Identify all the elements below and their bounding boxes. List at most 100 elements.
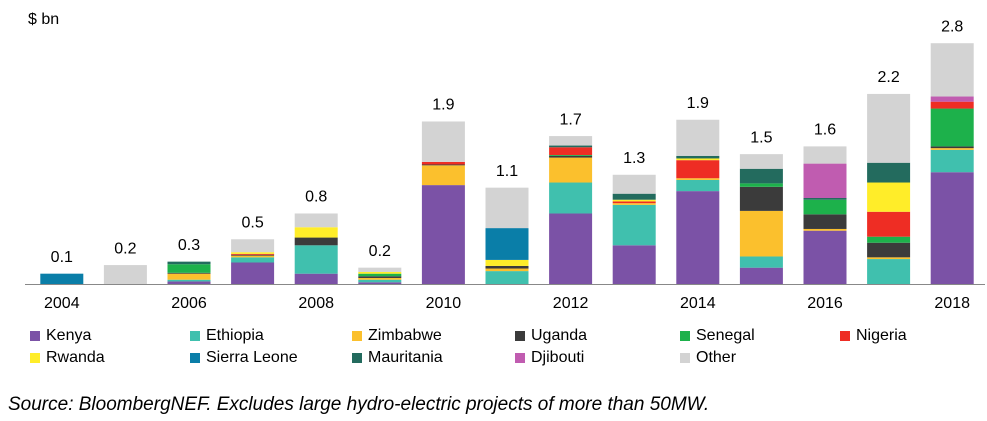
bar-segment: [612, 245, 656, 284]
legend-swatch: [352, 331, 362, 341]
bar-segment: [549, 213, 593, 284]
bar-segment: [421, 121, 465, 162]
bar-segment: [867, 93, 911, 163]
legend-swatch: [680, 353, 690, 363]
x-tick-label: 2004: [44, 295, 80, 312]
bar-segment: [739, 183, 783, 187]
bar-segment: [358, 267, 402, 272]
bar-segment: [103, 265, 147, 284]
bar-segment: [231, 252, 275, 254]
legend-swatch: [30, 331, 40, 341]
bar-segment: [167, 279, 211, 282]
bar-segment: [867, 257, 911, 260]
bar-segment: [930, 108, 974, 147]
bar-segment: [676, 160, 720, 179]
bar-segment: [167, 272, 211, 274]
bar-segment: [676, 178, 720, 180]
bar-segment: [485, 265, 529, 269]
bar-segment: [803, 228, 847, 231]
legend-swatch: [190, 353, 200, 363]
bar-segment: [549, 157, 593, 183]
legend-swatch: [352, 353, 362, 363]
x-tick-label: 2016: [807, 295, 843, 312]
bar-segment: [485, 228, 529, 260]
bar-segment: [930, 96, 974, 102]
total-label: 0.5: [241, 214, 263, 231]
bar-segment: [549, 182, 593, 214]
legend-label: Zimbabwe: [368, 327, 442, 344]
bar-segment: [612, 201, 656, 204]
bar-segment: [231, 253, 275, 255]
bar-segment: [421, 164, 465, 166]
bar-segment: [803, 199, 847, 215]
bar-segment: [549, 155, 593, 156]
legend-label: Sierra Leone: [206, 349, 298, 366]
legend-swatch: [515, 331, 525, 341]
bar-segment: [421, 165, 465, 186]
bar-segment: [549, 145, 593, 148]
bar-segment: [739, 210, 783, 257]
bar-segment: [612, 199, 656, 202]
legend-swatch: [680, 331, 690, 341]
total-label: 2.2: [877, 69, 899, 86]
bar-segment: [867, 236, 911, 243]
x-tick-label: 2012: [553, 295, 589, 312]
total-label: 0.1: [51, 249, 73, 266]
bar-segment: [930, 146, 974, 149]
x-tick-label: 2008: [298, 295, 334, 312]
legend-label: Ethiopia: [206, 327, 264, 344]
bar-segment: [358, 273, 402, 277]
source-note: Source: BloombergNEF. Excludes large hyd…: [8, 394, 709, 415]
bar-segment: [930, 149, 974, 173]
bar-segment: [421, 185, 465, 284]
bar-segment: [485, 268, 529, 272]
bar-segment: [358, 271, 402, 274]
total-label: 1.7: [559, 111, 581, 128]
total-label: 0.2: [369, 243, 391, 260]
bar-segment: [676, 155, 720, 159]
bar-segment: [549, 136, 593, 146]
bar-segment: [803, 163, 847, 198]
total-label: 1.9: [432, 97, 454, 114]
bar-segment: [803, 214, 847, 229]
bar-segment: [803, 198, 847, 200]
bar-segment: [485, 187, 529, 229]
bar-segment: [549, 147, 593, 155]
bar-segment: [867, 211, 911, 237]
legend-swatch: [190, 331, 200, 341]
bar-segment: [803, 230, 847, 284]
bar-segment: [549, 155, 593, 158]
bar-segment: [231, 239, 275, 253]
bar-segment: [294, 213, 338, 228]
bar-segment: [739, 256, 783, 268]
legend-label: Mauritania: [368, 349, 443, 366]
x-tick-label: 2014: [680, 295, 716, 312]
bar-segment: [231, 255, 275, 258]
bar-segment: [167, 273, 211, 280]
bar-segment: [485, 259, 529, 266]
bar-segment: [294, 273, 338, 284]
total-label: 1.9: [687, 95, 709, 112]
legend-swatch: [515, 353, 525, 363]
bar-segment: [612, 174, 656, 194]
bar-segment: [739, 267, 783, 284]
bar-segment: [676, 179, 720, 192]
total-label: 1.6: [814, 122, 836, 139]
x-tick-label: 2006: [171, 295, 207, 312]
bar-segment: [739, 154, 783, 169]
bar-segment: [803, 146, 847, 164]
legend-label: Other: [696, 349, 737, 366]
bar-segment: [358, 276, 402, 278]
bar-segment: [294, 237, 338, 246]
bar-segment: [358, 279, 402, 283]
total-label: 0.3: [178, 237, 200, 254]
total-label: 1.1: [496, 163, 518, 180]
bar-segment: [167, 281, 211, 284]
total-label: 1.3: [623, 150, 645, 167]
x-tick-label: 2018: [934, 295, 970, 312]
bar-segment: [294, 227, 338, 238]
legend-swatch: [30, 353, 40, 363]
legend-label: Kenya: [46, 327, 91, 344]
bar-segment: [167, 261, 211, 265]
bar-segment: [421, 161, 465, 165]
